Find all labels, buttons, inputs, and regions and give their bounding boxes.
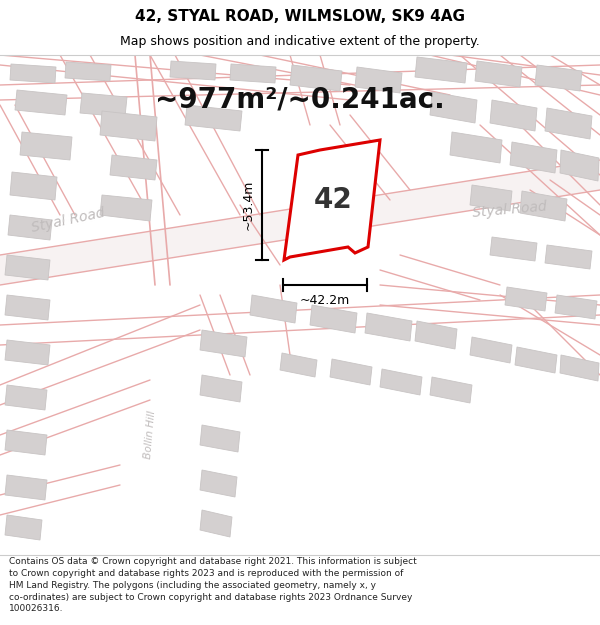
Polygon shape [490,100,537,131]
Polygon shape [5,385,47,410]
Polygon shape [200,510,232,537]
Polygon shape [15,90,67,115]
Polygon shape [560,355,599,381]
Polygon shape [100,195,152,221]
Polygon shape [5,475,47,500]
Polygon shape [5,430,47,455]
Polygon shape [200,470,237,497]
Polygon shape [5,340,50,365]
Polygon shape [545,245,592,269]
Polygon shape [380,369,422,395]
Text: ~977m²/~0.241ac.: ~977m²/~0.241ac. [155,86,445,114]
Polygon shape [110,155,157,180]
Polygon shape [560,150,599,181]
Polygon shape [365,313,412,341]
Polygon shape [10,172,57,200]
Polygon shape [10,64,56,83]
Text: Bollin Hill: Bollin Hill [143,411,157,459]
Text: Contains OS data © Crown copyright and database right 2021. This information is : Contains OS data © Crown copyright and d… [9,557,417,613]
Polygon shape [200,425,240,452]
Polygon shape [170,61,216,80]
Polygon shape [200,375,242,402]
Polygon shape [515,347,557,373]
Polygon shape [20,132,72,160]
Polygon shape [230,64,276,83]
Polygon shape [430,92,477,123]
Polygon shape [284,140,380,260]
Text: Styal Road: Styal Road [30,206,106,234]
Polygon shape [555,295,597,319]
Polygon shape [450,132,502,163]
Polygon shape [5,295,50,320]
Polygon shape [0,160,600,285]
Text: 42, STYAL ROAD, WILMSLOW, SK9 4AG: 42, STYAL ROAD, WILMSLOW, SK9 4AG [135,9,465,24]
Polygon shape [330,359,372,385]
Polygon shape [250,295,297,323]
Polygon shape [535,65,582,91]
Polygon shape [470,337,512,363]
Polygon shape [185,105,242,131]
Polygon shape [65,62,111,81]
Polygon shape [415,57,467,83]
Polygon shape [520,191,567,221]
Polygon shape [415,321,457,349]
Polygon shape [200,330,247,357]
Polygon shape [310,305,357,333]
Polygon shape [355,67,402,93]
Polygon shape [80,93,127,117]
Polygon shape [545,108,592,139]
Text: Map shows position and indicative extent of the property.: Map shows position and indicative extent… [120,35,480,48]
Text: Styal Road: Styal Road [287,226,349,248]
Polygon shape [470,185,512,211]
Text: 42: 42 [314,186,352,214]
Text: ~53.4m: ~53.4m [241,180,254,230]
Text: ~42.2m: ~42.2m [300,294,350,306]
Polygon shape [510,142,557,173]
Polygon shape [100,111,157,141]
Polygon shape [490,237,537,261]
Polygon shape [430,377,472,403]
Polygon shape [280,353,317,377]
Polygon shape [505,287,547,311]
Polygon shape [5,255,50,280]
Text: Styal Road: Styal Road [472,200,548,220]
Polygon shape [290,65,342,91]
Polygon shape [475,61,522,87]
Polygon shape [5,515,42,540]
Polygon shape [8,215,52,240]
